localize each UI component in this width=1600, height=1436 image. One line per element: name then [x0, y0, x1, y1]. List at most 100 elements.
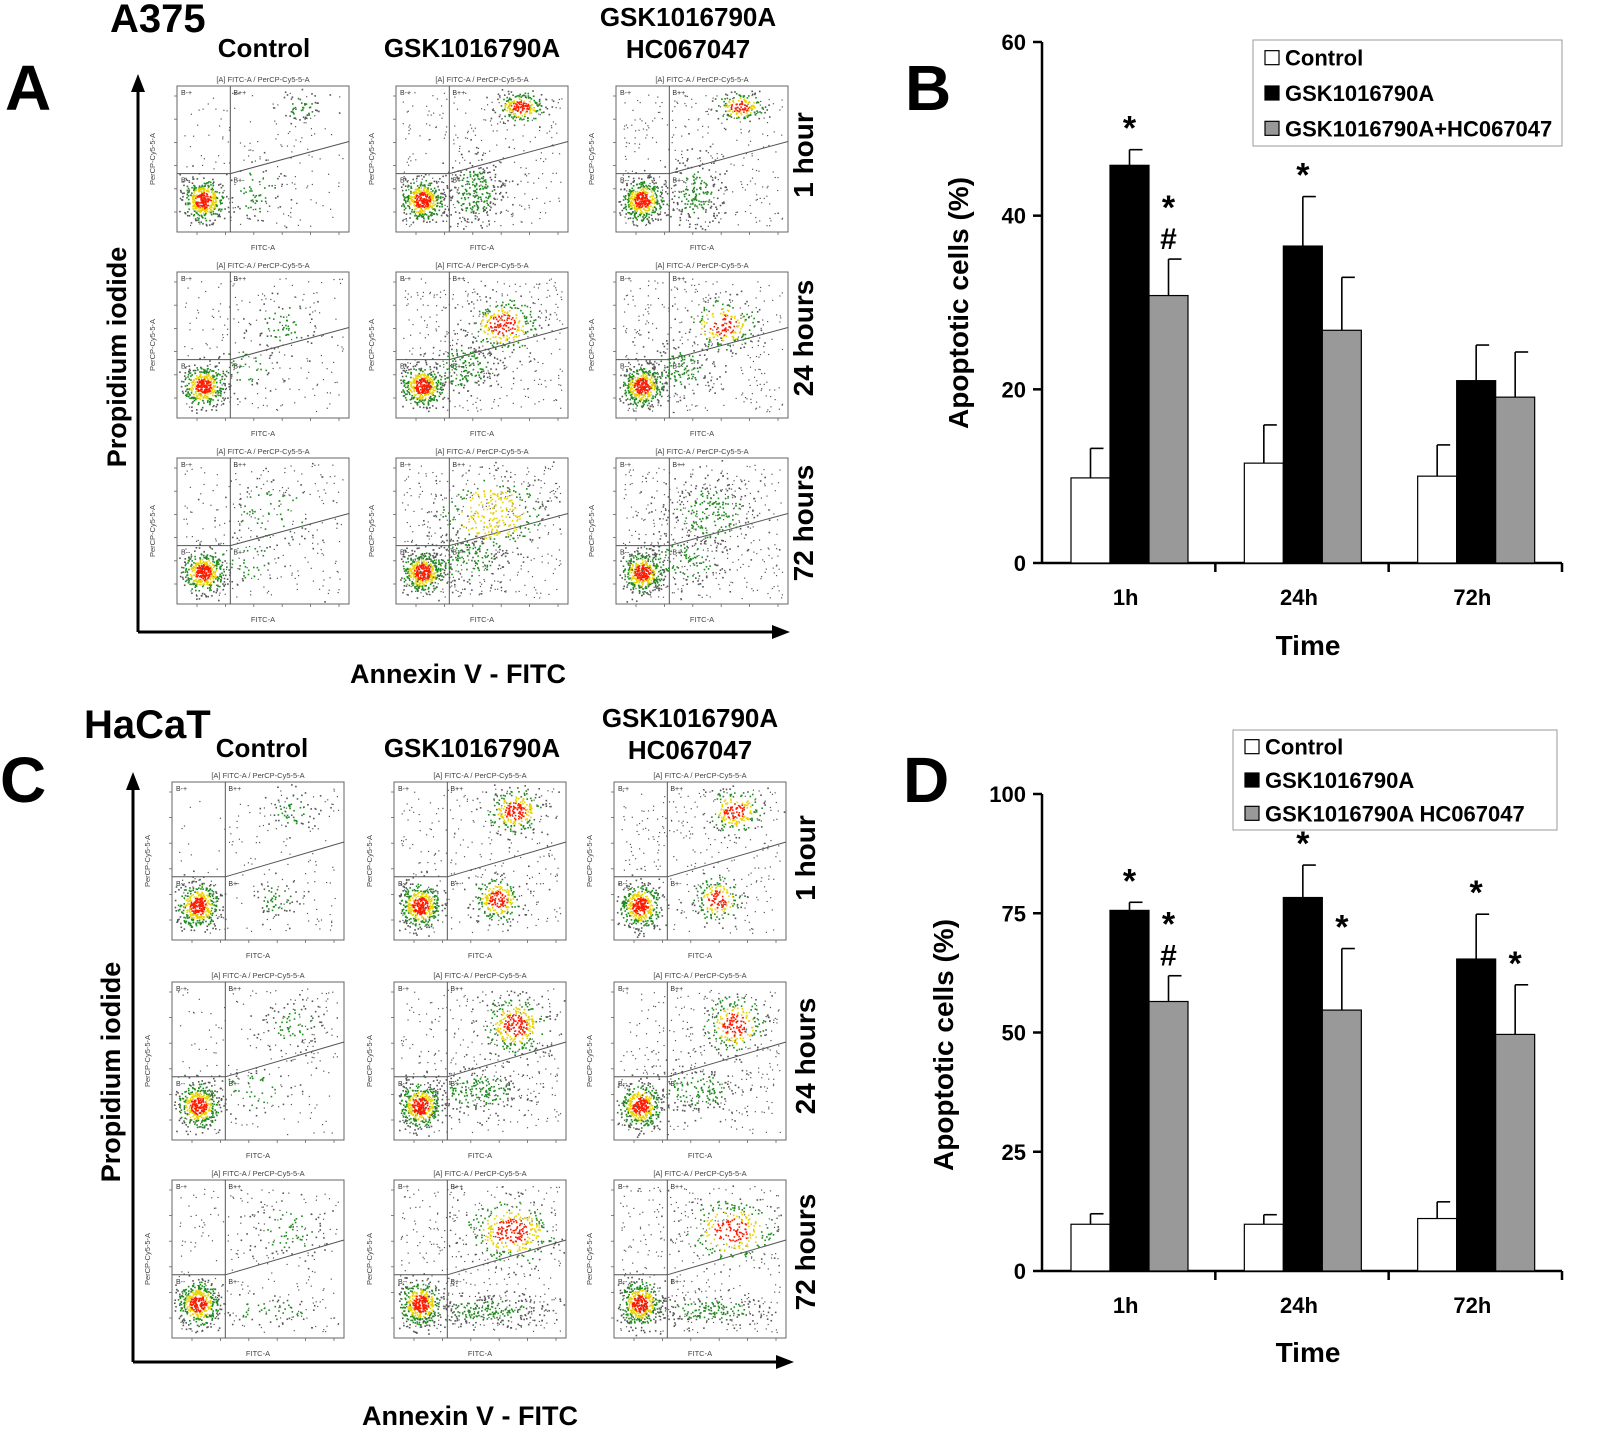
event-dot [200, 390, 203, 393]
event-dot [459, 217, 461, 219]
event-dot [256, 393, 259, 395]
event-dot [191, 402, 193, 404]
event-dot [619, 212, 621, 214]
event-dot [511, 327, 514, 329]
event-dot [529, 291, 531, 293]
event-dot [641, 195, 643, 197]
event-dot [408, 393, 411, 396]
event-dot [427, 200, 429, 203]
event-dot [214, 213, 217, 215]
event-dot [402, 194, 405, 197]
event-dot [285, 175, 287, 177]
event-dot [619, 214, 622, 216]
event-dot [510, 322, 513, 325]
event-dot [466, 390, 469, 392]
event-dot [708, 199, 711, 201]
event-dot [421, 387, 424, 389]
event-dot [545, 309, 547, 311]
event-dot [200, 221, 203, 224]
event-dot [437, 194, 439, 197]
event-dot [541, 173, 544, 175]
event-dot [479, 296, 481, 298]
event-dot [480, 299, 482, 301]
event-dot [413, 389, 416, 392]
event-dot [505, 314, 507, 316]
event-dot [196, 124, 199, 126]
event-dot [478, 178, 481, 181]
event-dot [473, 322, 475, 324]
event-dot [259, 210, 262, 213]
event-dot [652, 209, 654, 212]
event-dot [468, 202, 471, 205]
event-dot [515, 336, 518, 338]
event-dot [326, 407, 328, 409]
event-dot [451, 195, 454, 198]
event-dot [428, 397, 431, 399]
event-dot [553, 285, 555, 287]
event-dot [486, 321, 489, 323]
event-dot [510, 213, 512, 216]
event-dot [749, 114, 752, 116]
event-dot [409, 225, 411, 227]
event-dot [477, 410, 479, 412]
event-dot [457, 304, 459, 306]
event-dot [286, 316, 288, 318]
event-dot [735, 112, 738, 114]
event-dot [726, 94, 729, 97]
event-dot [676, 171, 678, 173]
event-dot [458, 150, 460, 153]
event-dot [451, 197, 453, 199]
event-dot [280, 315, 282, 318]
event-dot [502, 121, 505, 123]
event-dot [484, 311, 486, 314]
event-dot [336, 381, 338, 383]
event-dot [678, 191, 680, 193]
event-dot [239, 223, 242, 225]
event-dot [455, 368, 458, 371]
event-dot [714, 177, 717, 179]
event-dot [423, 188, 425, 191]
event-dot [638, 201, 640, 204]
event-dot [188, 393, 190, 395]
event-dot [270, 335, 272, 337]
event-dot [266, 322, 268, 325]
event-dot [489, 352, 492, 355]
event-dot [728, 100, 730, 103]
event-dot [210, 199, 213, 202]
event-dot [514, 96, 517, 98]
event-dot [432, 203, 434, 205]
event-dot [475, 401, 477, 403]
event-dot [457, 137, 459, 139]
event-dot [638, 129, 640, 131]
event-dot [512, 377, 515, 380]
event-dot [332, 216, 334, 218]
event-dot [506, 96, 509, 99]
event-dot [659, 206, 662, 208]
event-dot [716, 157, 719, 159]
event-dot [632, 220, 634, 223]
event-dot [681, 135, 683, 137]
event-dot [219, 373, 221, 376]
event-dot [319, 158, 321, 160]
event-dot [409, 156, 411, 158]
event-dot [676, 208, 678, 210]
event-dot [627, 172, 629, 174]
event-dot [245, 329, 248, 332]
event-dot [204, 391, 207, 394]
event-dot [258, 180, 261, 183]
event-dot [627, 192, 630, 195]
event-dot [667, 214, 669, 216]
event-dot [480, 177, 483, 179]
event-dot [251, 383, 254, 386]
event-dot [192, 400, 194, 403]
event-dot [643, 191, 646, 194]
event-dot [659, 111, 661, 113]
event-dot [199, 357, 201, 360]
event-dot [306, 187, 308, 189]
event-dot [221, 384, 223, 386]
event-dot [721, 98, 723, 101]
event-dot [466, 354, 468, 356]
event-dot [209, 195, 212, 197]
event-dot [249, 142, 251, 144]
event-dot [190, 194, 193, 197]
